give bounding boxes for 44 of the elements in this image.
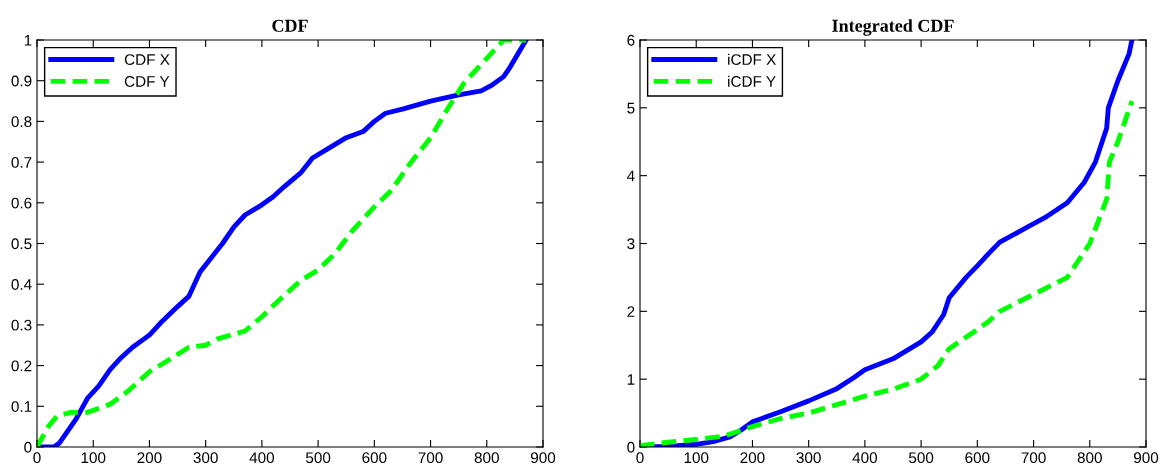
y-tick-label: 1 [24, 35, 32, 46]
x-tick-label: 0 [636, 452, 644, 464]
x-tick-label: 100 [684, 452, 709, 464]
y-tick-label: 1 [627, 374, 635, 385]
x-tick-label: 900 [1133, 452, 1159, 464]
x-tick-label: 300 [193, 452, 218, 464]
x-tick-label: 800 [474, 452, 499, 464]
x-tick-label: 500 [305, 452, 331, 464]
y-tick-label: 6 [627, 34, 635, 46]
x-tick-label: 200 [137, 452, 162, 464]
y-tick-label: 0.9 [11, 75, 32, 87]
y-tick-label: 2 [627, 306, 635, 317]
y-tick-label: 0 [627, 441, 635, 453]
y-tick-label: 0.5 [11, 238, 32, 250]
x-tick-label: 300 [796, 452, 821, 464]
chart-title: CDF [272, 19, 308, 32]
x-tick-label: 700 [1021, 452, 1046, 464]
x-tick-label: 700 [418, 452, 443, 464]
x-tick-label: 400 [249, 452, 275, 464]
legend-label: iCDF X [728, 53, 776, 65]
x-tick-label: 200 [740, 452, 765, 464]
x-tick-label: 100 [81, 452, 106, 464]
y-tick-label: 0.7 [11, 156, 32, 168]
legend-label: iCDF Y [728, 75, 776, 87]
y-tick-label: 4 [626, 170, 635, 182]
y-tick-label: 3 [627, 238, 635, 250]
x-tick-label: 0 [33, 452, 41, 464]
y-tick-label: 0.6 [11, 197, 32, 209]
y-tick-label: 5 [627, 102, 635, 114]
y-tick-label: 0.1 [11, 401, 32, 412]
x-tick-label: 900 [530, 452, 556, 464]
x-tick-label: 600 [362, 452, 387, 464]
x-tick-label: 400 [852, 452, 878, 464]
y-tick-label: 0.4 [11, 279, 32, 290]
y-tick-label: 0.2 [11, 360, 32, 372]
chart-title: Integrated CDF [832, 19, 954, 36]
y-tick-label: 0.8 [11, 116, 32, 128]
legend-label: CDF Y [124, 76, 170, 87]
x-tick-label: 600 [965, 452, 990, 464]
y-tick-label: 0.3 [11, 319, 32, 331]
x-tick-label: 500 [908, 452, 934, 464]
legend-label: CDF X [124, 54, 170, 65]
x-tick-label: 800 [1077, 452, 1102, 464]
y-tick-label: 0 [24, 441, 32, 453]
